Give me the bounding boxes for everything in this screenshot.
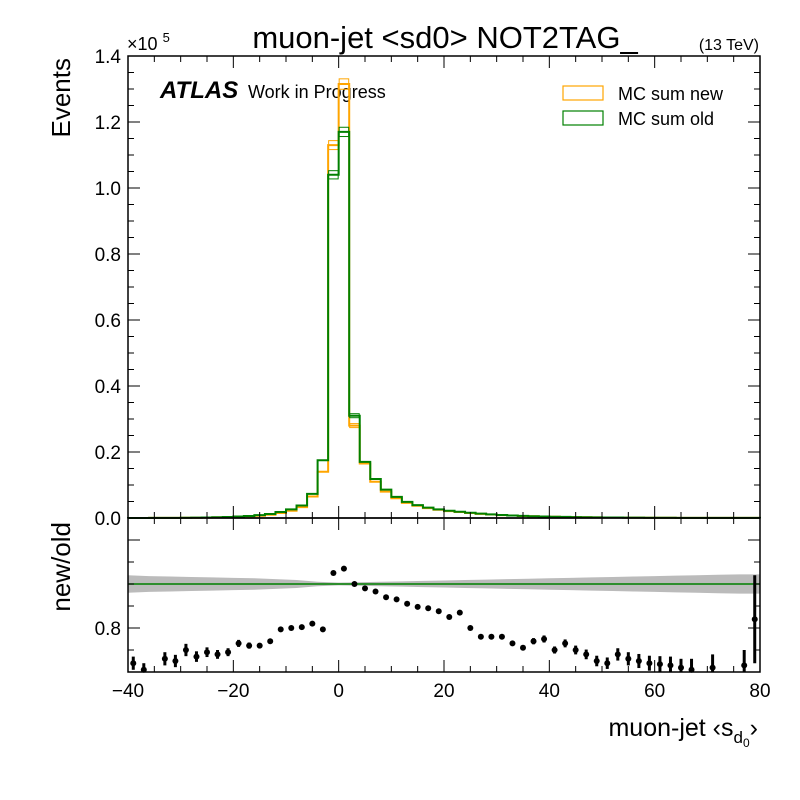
x-tick-label: 20 [433, 681, 454, 702]
legend-label-new: MC sum new [618, 84, 724, 104]
ratio-data-point [204, 649, 210, 656]
ratio-data-point [530, 638, 537, 645]
ratio-data-point [467, 625, 474, 631]
ratio-data-point [414, 603, 421, 610]
ratio-data-point [319, 626, 326, 633]
x-tick-label: 40 [539, 681, 560, 702]
ratio-y-tick-label: 0.8 [95, 619, 121, 640]
ratio-data-point [246, 642, 253, 649]
ratio-data-point [604, 660, 611, 667]
ratio-data-point [172, 658, 179, 664]
y-tick-label: 1.0 [95, 179, 121, 200]
ratio-plot-area [128, 565, 760, 673]
ratio-data-point [583, 651, 590, 658]
ratio-data-point [214, 651, 221, 658]
ratio-data-point [130, 660, 137, 667]
ratio-data-point [562, 640, 569, 647]
legend-swatch-old [562, 110, 604, 126]
main-plot-area [127, 78, 761, 519]
ratio-data-point [593, 658, 600, 664]
x-tick-label: 60 [644, 681, 665, 702]
x-axis-label: muon-jet ‹sd0› [608, 714, 758, 750]
energy-label: (13 TeV) [699, 37, 759, 54]
y-tick-label: 0.2 [95, 443, 121, 464]
ratio-data-point [667, 662, 674, 669]
ratio-data-point [646, 660, 653, 667]
bin-uncertainty-box [328, 170, 339, 180]
legend: MC sum new MC sum old [562, 84, 724, 129]
ratio-data-point [193, 653, 200, 660]
y-tick-label: 0.6 [95, 311, 121, 332]
ratio-data-point [635, 658, 642, 664]
ratio-data-point [372, 588, 379, 595]
y-tick-label: 0.0 [95, 509, 121, 530]
ratio-data-point [182, 647, 189, 653]
ratio-data-point [288, 625, 295, 631]
x-axis-label-close: › [750, 714, 758, 742]
x-tick-label: −20 [217, 681, 249, 702]
ratio-data-point [520, 644, 526, 651]
ratio-data-point [551, 647, 558, 653]
x-axis-label-main: muon-jet ‹s [608, 714, 733, 742]
x-tick-label: 0 [333, 681, 344, 702]
ratio-frame [127, 517, 761, 673]
x-axis-label-subsub: 0 [743, 736, 750, 750]
ratio-data-point [488, 633, 495, 640]
ratio-data-point [340, 565, 347, 572]
x-axis-label-sub: d [734, 728, 743, 747]
y-tick-label: 0.8 [95, 245, 121, 266]
ratio-data-point [751, 616, 758, 623]
ratio-data-point [709, 664, 716, 671]
legend-label-old: MC sum old [618, 109, 714, 129]
ratio-data-point [267, 638, 274, 645]
ratio-data-point [741, 662, 748, 669]
ratio-data-point [625, 655, 632, 662]
ratio-data-point [509, 640, 516, 647]
ratio-data-point [435, 608, 442, 615]
x-tick-label: −40 [112, 681, 144, 702]
ratio-data-point [298, 624, 305, 631]
ratio-data-point [446, 614, 453, 620]
ratio-data-point [161, 655, 168, 662]
ratio-data-point [351, 581, 358, 587]
ratio-data-point [256, 642, 263, 649]
bin-uncertainty-box [338, 126, 350, 138]
ratio-data-point [477, 633, 484, 640]
ratio-data-point [277, 626, 284, 633]
y-multiplier-exp: 5 [163, 30, 170, 45]
histogram-mc-sum-new [127, 83, 761, 519]
ratio-data-point [498, 633, 505, 640]
ratio-data-point [541, 636, 548, 642]
x-tick-label: 80 [749, 681, 770, 702]
ratio-data-point [225, 649, 232, 656]
ratio-data-point [456, 609, 463, 616]
histogram-mc-sum-old [127, 130, 761, 519]
atlas-sublabel: Work in Progress [248, 82, 386, 102]
y-tick-label: 1.4 [95, 47, 122, 68]
ratio-data-point [235, 640, 242, 647]
ratio-data-point [425, 605, 432, 612]
main-y-axis-label: Events [46, 58, 76, 138]
ratio-data-point [330, 570, 337, 576]
chart-title: muon-jet <sd0> NOT2TAG_ [252, 20, 638, 55]
ratio-y-axis-label: new/old [46, 522, 76, 612]
y-multiplier-base: ×10 [127, 34, 158, 54]
ratio-data-point [614, 651, 621, 658]
ratio-data-point [393, 596, 400, 603]
ratio-data-point [572, 647, 579, 653]
bin-uncertainty-box [338, 78, 350, 90]
axes: −40 −20 0 20 40 60 80 0.0 0.2 0.4 0.6 0.8 1.0 1.2 1.4 0… [95, 47, 771, 702]
bin-uncertainty-box [349, 413, 360, 419]
y-tick-label: 1.2 [95, 113, 121, 134]
ratio-data-point [656, 661, 663, 668]
atlas-label: ATLAS [159, 77, 238, 104]
ratio-data-point [404, 600, 411, 607]
ratio-data-point [383, 594, 390, 601]
ratio-data-point [362, 585, 368, 592]
ratio-data-point [309, 620, 316, 627]
y-tick-label: 0.4 [95, 377, 122, 398]
legend-swatch-new [562, 85, 604, 101]
y-multiplier: ×10 5 [127, 30, 170, 54]
